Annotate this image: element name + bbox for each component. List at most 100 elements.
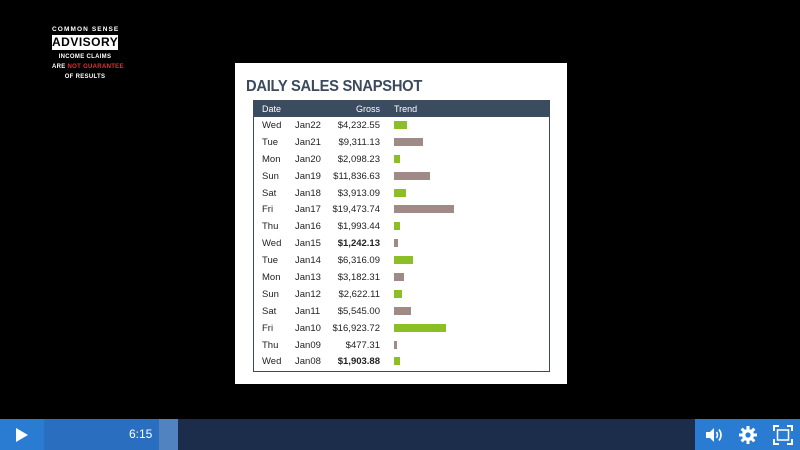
header-date: Date xyxy=(262,104,282,114)
table-row: Wed Jan08 $1,903.88 xyxy=(254,353,549,370)
table-row: Wed Jan15 $1,242.13 xyxy=(254,235,549,252)
row-date: Jan21 xyxy=(295,136,321,148)
row-date: Jan19 xyxy=(295,170,321,182)
table-row: Tue Jan14 $6,316.09 xyxy=(254,252,549,269)
row-date: Jan10 xyxy=(295,322,321,334)
row-gross: $19,473.74 xyxy=(332,204,380,216)
disclaimer-line-1: INCOME CLAIMS xyxy=(58,54,112,60)
row-gross: $16,923.72 xyxy=(332,322,380,334)
play-icon xyxy=(16,428,28,442)
trend-bar xyxy=(394,256,413,265)
fullscreen-icon[interactable] xyxy=(773,425,793,445)
volume-icon[interactable] xyxy=(704,425,724,445)
row-gross: $6,316.09 xyxy=(337,255,380,267)
row-gross: $9,311.13 xyxy=(338,136,380,148)
row-day: Fri xyxy=(262,204,274,216)
trend-bar xyxy=(394,154,400,163)
table-row: Fri Jan10 $16,923.72 xyxy=(254,320,549,337)
video-slide: DAILY SALES SNAPSHOT Date Gross Trend We… xyxy=(235,63,567,384)
row-date: Jan15 xyxy=(295,238,321,250)
trend-bar xyxy=(394,340,397,349)
trend-bar xyxy=(394,323,446,332)
table-row: Tue Jan21 $9,311.13 xyxy=(254,134,549,151)
row-gross: $2,098.23 xyxy=(337,153,380,165)
logo-main-text: ADVISORY xyxy=(52,35,119,50)
row-day: Sat xyxy=(262,187,277,199)
table-row: Sun Jan12 $2,622.11 xyxy=(254,286,549,303)
row-day: Tue xyxy=(262,136,279,148)
table-row: Mon Jan13 $3,182.31 xyxy=(254,269,549,286)
row-gross: $2,622.11 xyxy=(338,288,380,300)
table-row: Sun Jan19 $11,836.63 xyxy=(254,168,549,185)
row-date: Jan08 xyxy=(295,356,321,368)
row-day: Wed xyxy=(262,238,282,250)
table-row: Mon Jan20 $2,098.23 xyxy=(254,151,549,168)
trend-bar xyxy=(394,188,406,197)
table-row: Sat Jan11 $5,545.00 xyxy=(254,303,549,320)
row-gross: $5,545.00 xyxy=(337,305,380,317)
trend-bar xyxy=(394,222,400,231)
sales-table: Date Gross Trend Wed Jan22 $4,232.55 Tue Jan… xyxy=(253,100,550,372)
header-trend: Trend xyxy=(394,104,418,114)
play-button[interactable] xyxy=(0,419,44,450)
row-date: Jan13 xyxy=(295,272,321,284)
row-date: Jan22 xyxy=(295,120,321,131)
logo-top-text: COMMON SENSE xyxy=(52,26,120,33)
row-date: Jan18 xyxy=(295,187,321,199)
table-body: Wed Jan22 $4,232.55 Tue Jan21 $9,311.13 Mon Jan… xyxy=(254,117,549,370)
logo: COMMON SENSE ADVISORY INCOME CLAIMS ARE … xyxy=(52,26,123,82)
row-date: Jan11 xyxy=(295,305,321,317)
trend-bar xyxy=(394,289,402,298)
row-day: Mon xyxy=(262,272,281,284)
disclaimer-prefix: ARE xyxy=(52,64,68,70)
table-row: Wed Jan22 $4,232.55 xyxy=(254,117,549,134)
row-date: Jan14 xyxy=(295,255,321,267)
row-date: Jan17 xyxy=(295,204,321,216)
row-date: Jan16 xyxy=(295,221,321,233)
trend-bar xyxy=(394,306,411,315)
row-gross: $477.31 xyxy=(345,339,380,351)
row-day: Sun xyxy=(262,170,279,182)
time-display: 6:15 xyxy=(129,427,153,441)
trend-bar xyxy=(394,121,407,129)
row-day: Mon xyxy=(262,153,281,165)
row-date: Jan09 xyxy=(295,339,321,351)
row-gross: $4,232.55 xyxy=(337,120,380,131)
row-date: Jan12 xyxy=(295,288,321,300)
right-controls xyxy=(695,419,800,450)
gear-icon[interactable] xyxy=(738,425,758,445)
row-date: Jan20 xyxy=(295,153,321,165)
row-gross: $1,242.13 xyxy=(337,238,380,250)
row-day: Sat xyxy=(262,305,277,317)
disclaimer-red-text: NOT GUARANTEE xyxy=(67,64,124,70)
slide-title: DAILY SALES SNAPSHOT xyxy=(246,78,423,95)
disclaimer-line-3: OF RESULTS xyxy=(64,74,106,80)
table-row: Sat Jan18 $3,913.09 xyxy=(254,185,549,202)
trend-bar xyxy=(394,239,398,248)
header-gross: Gross xyxy=(355,104,380,114)
progress-elapsed xyxy=(44,419,159,450)
row-day: Sun xyxy=(262,288,279,300)
table-header: Date Gross Trend xyxy=(254,101,549,117)
row-day: Wed xyxy=(262,356,282,368)
trend-bar xyxy=(394,357,400,366)
table-row: Thu Jan09 $477.31 xyxy=(254,337,549,354)
progress-scrubber[interactable] xyxy=(159,419,178,450)
row-gross: $3,913.09 xyxy=(337,187,380,199)
trend-bar xyxy=(394,273,404,282)
table-row: Thu Jan16 $1,993.44 xyxy=(254,218,549,235)
row-day: Thu xyxy=(262,221,279,233)
row-gross: $1,903.88 xyxy=(337,356,380,368)
row-gross: $3,182.31 xyxy=(337,272,380,284)
trend-bar xyxy=(394,171,430,180)
row-day: Fri xyxy=(262,322,274,334)
row-day: Wed xyxy=(262,120,282,131)
row-gross: $1,993.44 xyxy=(337,221,380,233)
row-day: Thu xyxy=(262,339,279,351)
disclaimer-line-2: ARE NOT GUARANTEE xyxy=(52,62,123,72)
trend-bar xyxy=(394,205,454,214)
video-controls: 6:15 xyxy=(0,419,800,450)
trend-bar xyxy=(394,137,423,146)
table-row: Fri Jan17 $19,473.74 xyxy=(254,201,549,218)
row-gross: $11,836.63 xyxy=(333,170,380,182)
